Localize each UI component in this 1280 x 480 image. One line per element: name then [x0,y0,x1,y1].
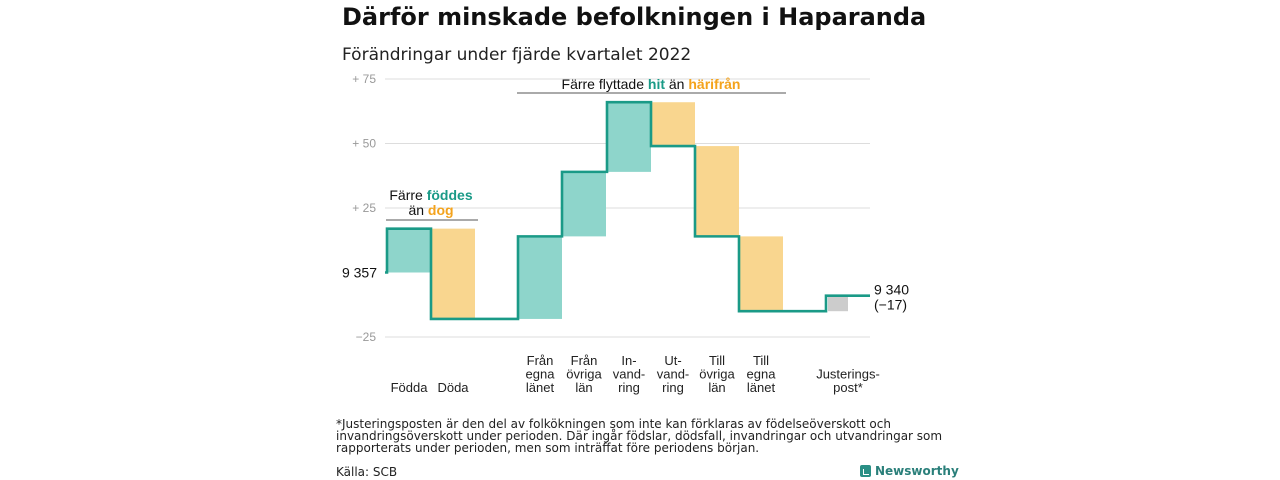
category-label: Till [709,353,725,368]
category-label: länet [526,380,555,395]
bar-från-egna-länet [518,236,562,319]
waterfall-chart: + 75 + 50 + 25 −25 9 357 9 340(−17) Födda Döda F… [342,72,909,395]
category-label: vand- [613,367,646,382]
bar-döda [431,228,475,319]
category-label: övriga [566,367,602,382]
cumulative-step-line [385,100,870,321]
category-label: vand- [657,367,690,382]
footnote: *Justeringsposten är den del av folkökni… [336,417,943,455]
annotation-births-line1: Färre föddes [389,187,472,203]
category-label: länet [747,380,776,395]
category-label: Från [527,353,554,368]
category-label: län [708,380,725,395]
y-tick-label: + 50 [352,137,376,151]
newsworthy-icon [860,465,871,477]
source-label: Källa: SCB [336,465,398,479]
bar-födda [387,228,431,273]
bar-utvandring [651,102,695,147]
y-tick-label: −25 [356,330,377,344]
bar-invandring [607,102,651,172]
category-label: Döda [437,380,469,395]
category-label: In- [621,353,636,368]
category-label: ring [618,380,640,395]
start-value-label: 9 357 [342,265,377,281]
category-label: egna [526,367,556,382]
chart-subtitle: Förändringar under fjärde kvartalet 2022 [342,45,692,65]
category-label: ring [662,380,684,395]
category-label: Från [571,353,598,368]
chart-title: Därför minskade befolkningen i Haparanda [342,3,927,31]
bar-från-övriga-län [562,171,606,237]
category-label: egna [747,367,777,382]
category-label: Födda [391,380,429,395]
brand-name: Newsworthy [875,464,959,478]
annotation-migration: Färre flyttade hit än härifrån [562,76,741,92]
end-change-label: (−17) [874,297,907,313]
end-value-label: 9 340 [874,282,909,298]
bar-till-övriga-län [695,146,739,237]
bar-justeringspost- [828,295,848,312]
category-label: Till [753,353,769,368]
category-label: post* [833,380,863,395]
category-label: län [575,380,592,395]
bar-till-egna-länet [739,236,783,312]
category-label: Justerings- [816,367,880,382]
annotation-births-line2: än dog [408,202,453,218]
category-label: Ut- [664,353,681,368]
brand-logo: Newsworthy [860,464,959,478]
y-tick-label: + 25 [352,201,376,215]
y-tick-label: + 75 [352,72,376,86]
category-label: övriga [699,367,735,382]
